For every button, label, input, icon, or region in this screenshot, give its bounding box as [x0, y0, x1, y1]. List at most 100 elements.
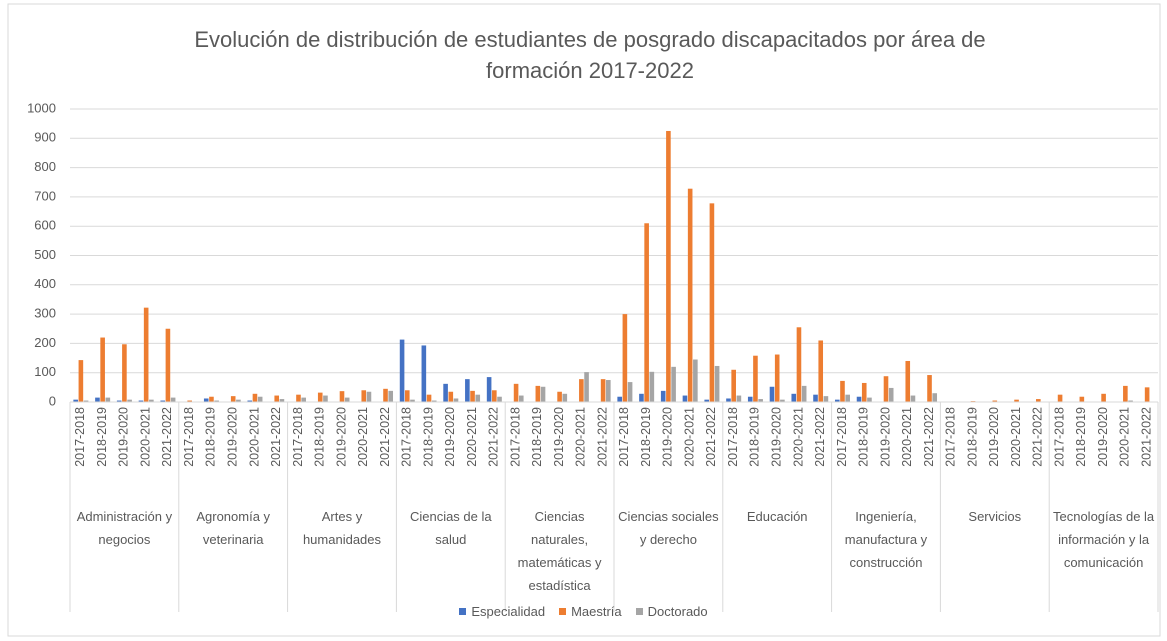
- bar: [671, 366, 676, 402]
- bar: [557, 391, 562, 402]
- x-tick-label: 2021-2022: [704, 407, 718, 467]
- bar: [1144, 387, 1150, 402]
- bar: [660, 390, 666, 402]
- legend-label: Maestría: [571, 604, 622, 619]
- bar: [230, 396, 236, 402]
- bar: [426, 394, 432, 402]
- bar: [301, 397, 306, 402]
- bar: [410, 399, 415, 402]
- y-tick-label: 1000: [27, 100, 56, 115]
- bar: [388, 390, 394, 402]
- group-label: Ciencias de la salud: [409, 509, 492, 547]
- x-tick-label: 2017-2018: [835, 407, 849, 467]
- bar: [95, 397, 100, 402]
- bar: [1128, 400, 1133, 402]
- bar: [818, 340, 824, 402]
- bar: [203, 398, 209, 402]
- y-tick-label: 500: [34, 247, 56, 262]
- x-tick-label: 2019-2020: [443, 407, 457, 467]
- bar: [492, 390, 497, 402]
- x-tick-label: 2021-2022: [922, 407, 936, 467]
- bar: [687, 188, 693, 402]
- bar: [486, 377, 492, 402]
- y-tick-label: 900: [34, 130, 56, 145]
- bar: [845, 394, 850, 402]
- bar: [421, 345, 427, 402]
- y-tick-label: 0: [49, 393, 56, 408]
- bar: [78, 360, 84, 402]
- bar: [584, 372, 589, 402]
- bar: [883, 376, 889, 402]
- bar: [323, 395, 328, 402]
- y-tick-label: 800: [34, 159, 56, 174]
- group-label: Ciencias sociales y derecho: [618, 509, 719, 547]
- bar: [834, 399, 840, 402]
- bar: [731, 369, 736, 402]
- bar: [856, 396, 862, 402]
- x-tick-label: 2018-2019: [965, 407, 979, 467]
- legend-swatch: [559, 608, 567, 615]
- bar: [753, 355, 758, 402]
- x-tick-label: 2020-2021: [574, 407, 588, 467]
- bar: [704, 399, 710, 402]
- bar: [214, 400, 219, 402]
- bar: [431, 400, 437, 402]
- bar: [475, 394, 481, 402]
- bar: [693, 359, 698, 402]
- bar: [562, 393, 568, 402]
- chart-title: Evolución de distribución de estudiantes…: [194, 27, 986, 83]
- bar: [769, 386, 775, 402]
- x-tick-label: 2018-2019: [857, 407, 871, 467]
- bar: [540, 386, 546, 402]
- x-tick-label: 2021-2022: [378, 407, 392, 467]
- bar: [714, 365, 720, 402]
- x-tick-label: 2021-2022: [160, 407, 174, 467]
- x-tick-label: 2019-2020: [661, 407, 675, 467]
- x-tick-label: 2020-2021: [682, 407, 696, 467]
- bar: [344, 397, 350, 402]
- bar: [138, 400, 144, 402]
- x-tick-label: 2019-2020: [225, 407, 239, 467]
- bar: [236, 399, 241, 402]
- bar: [296, 394, 301, 402]
- bar: [274, 395, 280, 402]
- bar: [143, 307, 149, 402]
- bar: [579, 379, 584, 402]
- x-tick-label: 2017-2018: [182, 407, 196, 467]
- bar: [361, 390, 367, 402]
- bar: [149, 399, 154, 402]
- bar: [905, 360, 911, 402]
- bar: [644, 223, 649, 402]
- x-tick-label: 2017-2018: [508, 407, 522, 467]
- bar: [105, 397, 111, 402]
- group-label: Servicios: [968, 509, 1022, 524]
- chart-border: [7, 3, 1161, 637]
- bar: [1101, 393, 1106, 402]
- bar: [317, 392, 323, 402]
- bar: [780, 399, 785, 402]
- bar: [910, 395, 916, 402]
- bar: [100, 337, 105, 402]
- x-tick-label: 2019-2020: [1096, 407, 1110, 467]
- bar: [165, 328, 171, 402]
- y-tick-label: 400: [34, 276, 56, 291]
- bar: [758, 399, 763, 402]
- bar: [116, 400, 122, 402]
- bar: [823, 396, 829, 402]
- bar: [339, 391, 345, 402]
- x-tick-label: 2020-2021: [465, 407, 479, 467]
- bar: [187, 400, 192, 402]
- bar: [448, 391, 454, 402]
- bar: [209, 396, 214, 402]
- bar: [122, 344, 127, 402]
- x-tick-label: 2020-2021: [1009, 407, 1023, 467]
- x-tick-label: 2021-2022: [269, 407, 283, 467]
- group-label: Administración y negocios: [76, 509, 173, 547]
- bar: [606, 380, 611, 402]
- x-tick-label: 2020-2021: [247, 407, 261, 467]
- bar: [470, 390, 475, 402]
- x-tick-label: 2019-2020: [552, 407, 566, 467]
- bar: [639, 393, 644, 402]
- bar: [252, 393, 258, 402]
- bar: [170, 397, 176, 402]
